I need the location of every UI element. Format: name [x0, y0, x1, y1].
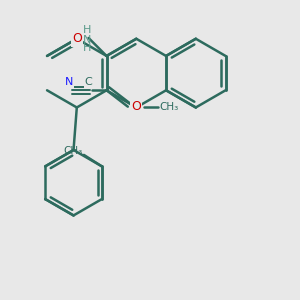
Text: H: H — [83, 25, 91, 35]
Text: C: C — [85, 77, 92, 87]
Text: O: O — [131, 100, 141, 113]
Text: N: N — [65, 77, 73, 87]
Text: N: N — [83, 34, 91, 45]
Text: H: H — [83, 44, 91, 53]
Text: N: N — [132, 101, 141, 114]
Text: CH₃: CH₃ — [63, 146, 82, 156]
Text: O: O — [72, 32, 82, 45]
Text: CH₃: CH₃ — [159, 103, 178, 112]
